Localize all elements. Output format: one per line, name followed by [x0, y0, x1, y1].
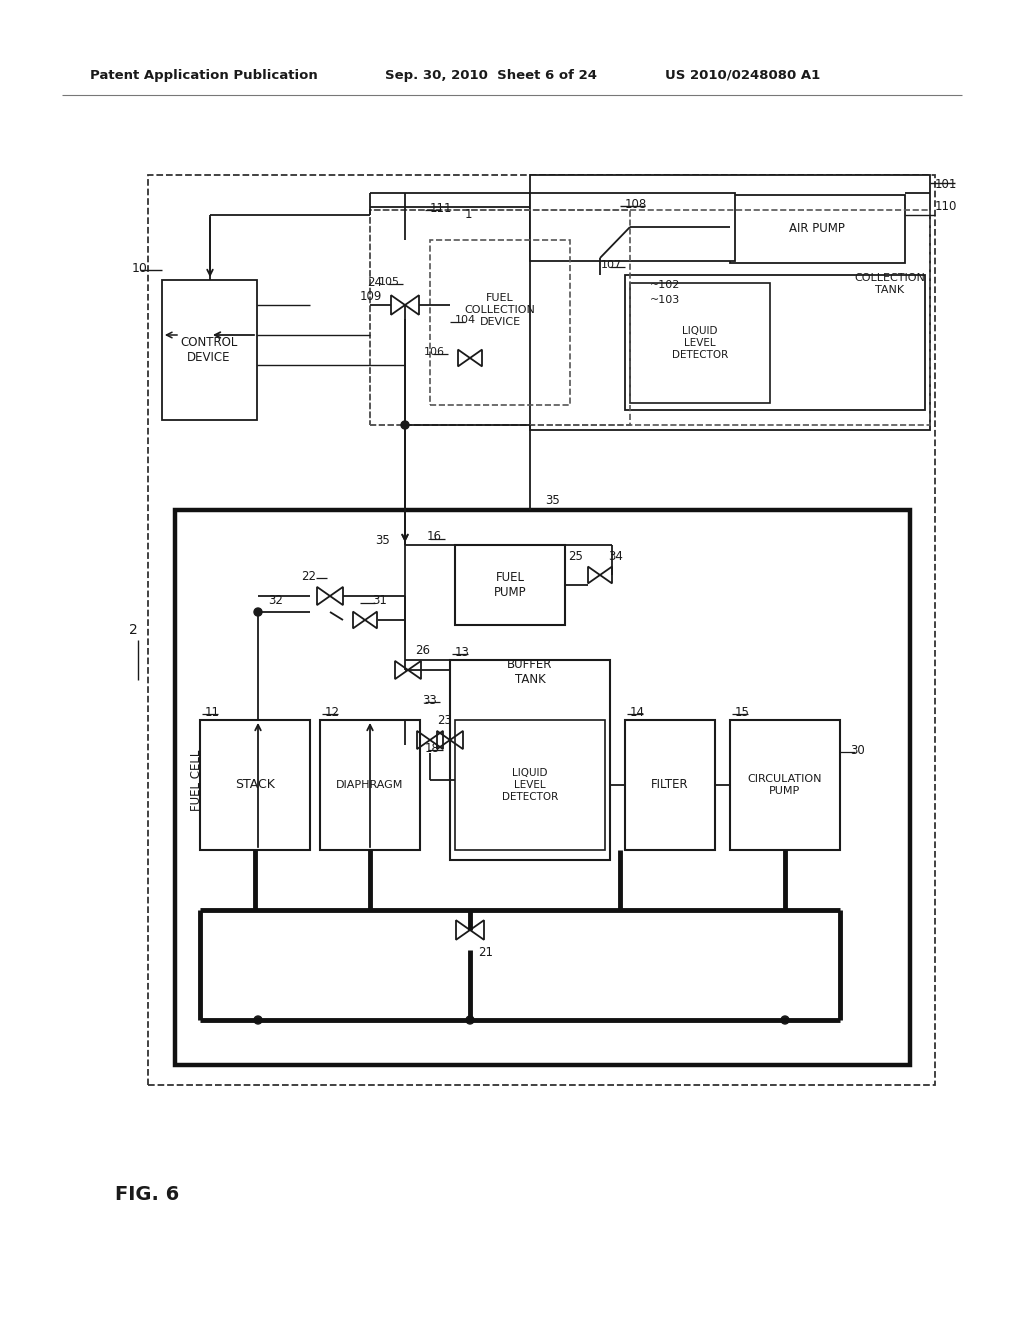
- Circle shape: [254, 1016, 262, 1024]
- Text: 104: 104: [455, 315, 476, 325]
- Text: US 2010/0248080 A1: US 2010/0248080 A1: [665, 69, 820, 82]
- Text: 111: 111: [430, 202, 453, 214]
- Text: LIQUID
LEVEL
DETECTOR: LIQUID LEVEL DETECTOR: [502, 768, 558, 801]
- Text: 35: 35: [545, 494, 560, 507]
- Text: ~102: ~102: [650, 280, 680, 290]
- Circle shape: [254, 609, 262, 616]
- Text: 35: 35: [375, 533, 390, 546]
- Bar: [455, 545, 565, 624]
- Text: ~103: ~103: [650, 294, 680, 305]
- Text: CIRCULATION
PUMP: CIRCULATION PUMP: [748, 775, 822, 796]
- Text: 107: 107: [601, 260, 622, 271]
- Text: DIAPHRAGM: DIAPHRAGM: [336, 780, 403, 789]
- Text: FILTER: FILTER: [651, 779, 689, 792]
- Bar: [630, 282, 770, 403]
- Text: 18: 18: [425, 742, 440, 755]
- Text: 105: 105: [379, 277, 400, 286]
- Text: 11: 11: [205, 705, 220, 718]
- Text: 108: 108: [625, 198, 647, 210]
- Text: Sep. 30, 2010  Sheet 6 of 24: Sep. 30, 2010 Sheet 6 of 24: [385, 69, 597, 82]
- Text: COLLECTION
TANK: COLLECTION TANK: [854, 273, 925, 294]
- Text: 15: 15: [735, 705, 750, 718]
- Bar: [200, 719, 310, 850]
- Text: 31: 31: [372, 594, 387, 607]
- Bar: [319, 719, 420, 850]
- Bar: [625, 719, 715, 850]
- Text: 1: 1: [465, 209, 472, 222]
- Text: Patent Application Publication: Patent Application Publication: [90, 69, 317, 82]
- Text: 34: 34: [608, 549, 623, 562]
- Text: 33: 33: [422, 693, 437, 706]
- Text: 2: 2: [129, 623, 138, 638]
- Text: FUEL
COLLECTION
DEVICE: FUEL COLLECTION DEVICE: [465, 293, 536, 326]
- Text: 26: 26: [415, 644, 430, 657]
- Bar: [370, 210, 630, 425]
- Text: 25: 25: [568, 549, 583, 562]
- Text: 109: 109: [359, 290, 382, 304]
- Bar: [450, 660, 610, 861]
- Circle shape: [401, 421, 409, 429]
- Text: CONTROL
DEVICE: CONTROL DEVICE: [180, 337, 238, 364]
- Bar: [530, 193, 735, 261]
- Text: FIG. 6: FIG. 6: [115, 1185, 179, 1204]
- Bar: [530, 176, 930, 430]
- Bar: [730, 195, 905, 263]
- Text: STACK: STACK: [236, 779, 274, 792]
- Text: 13: 13: [455, 645, 470, 659]
- Bar: [370, 210, 930, 425]
- Bar: [455, 719, 605, 850]
- Text: 10: 10: [132, 261, 148, 275]
- Bar: [162, 280, 257, 420]
- Text: 110: 110: [935, 201, 957, 214]
- Text: FUEL CELL: FUEL CELL: [190, 750, 203, 810]
- Text: AIR PUMP: AIR PUMP: [790, 223, 845, 235]
- Text: 16: 16: [427, 531, 442, 544]
- Text: 23: 23: [437, 714, 452, 727]
- Text: 12: 12: [325, 705, 340, 718]
- Text: 24: 24: [367, 276, 382, 289]
- Bar: [430, 240, 570, 405]
- Circle shape: [781, 1016, 790, 1024]
- Text: 106: 106: [424, 347, 445, 356]
- Bar: [148, 176, 935, 1085]
- Bar: [175, 510, 910, 1065]
- Text: 32: 32: [268, 594, 283, 606]
- Text: 30: 30: [850, 743, 864, 756]
- Text: BUFFER
TANK: BUFFER TANK: [507, 657, 553, 686]
- Text: 21: 21: [478, 946, 493, 960]
- Bar: [625, 275, 925, 411]
- Text: FUEL
PUMP: FUEL PUMP: [494, 572, 526, 599]
- Text: 22: 22: [301, 569, 316, 582]
- Bar: [730, 719, 840, 850]
- Text: 14: 14: [630, 705, 645, 718]
- Text: 101: 101: [935, 178, 957, 191]
- Circle shape: [466, 1016, 474, 1024]
- Text: LIQUID
LEVEL
DETECTOR: LIQUID LEVEL DETECTOR: [672, 326, 728, 359]
